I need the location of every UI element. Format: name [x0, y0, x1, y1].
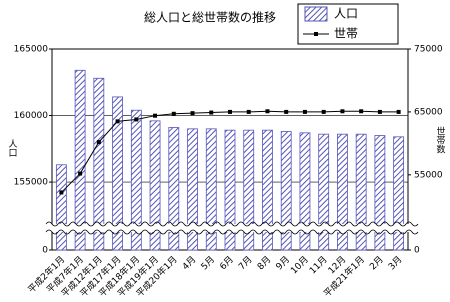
y2-tick-label: 55000: [414, 170, 443, 180]
bar: [55, 164, 67, 251]
marker: [377, 109, 382, 114]
x-tick-label: 8月: [255, 254, 273, 272]
x-tick-label: 2月: [368, 254, 386, 272]
bar: [149, 120, 161, 251]
marker: [359, 109, 364, 114]
legend-swatch: [304, 6, 328, 22]
marker: [228, 109, 232, 114]
y-tick-label: 0: [42, 246, 48, 256]
bar: [74, 69, 86, 251]
y-axis-label: 人口: [7, 139, 18, 157]
y2-axis-label: 世帯数: [435, 125, 446, 154]
bar: [262, 129, 273, 251]
marker: [96, 140, 101, 145]
bar: [187, 128, 198, 251]
bar: [93, 77, 105, 251]
bar: [224, 129, 236, 251]
chart-title: 総人口と総世帯数の推移: [144, 10, 276, 25]
marker: [396, 109, 401, 114]
y2-tick-label: 65000: [414, 107, 443, 117]
marker: [134, 117, 139, 122]
marker: [340, 109, 345, 114]
marker: [115, 119, 120, 124]
bar: [205, 128, 217, 251]
y2-tick-label: 0: [414, 246, 420, 256]
y-tick-label: 155000: [14, 178, 49, 188]
marker: [153, 113, 158, 118]
bar: [299, 132, 311, 251]
y-tick-label: 160000: [14, 111, 49, 121]
legend-swatch: [314, 32, 318, 36]
marker: [78, 171, 83, 176]
legend-label: 世帯: [334, 27, 358, 41]
bar: [243, 129, 255, 251]
bar: [374, 135, 386, 251]
x-tick-label: 6月: [218, 254, 236, 272]
marker: [171, 111, 176, 116]
x-tick-label: 3月: [386, 254, 404, 272]
y-tick-label: 165000: [14, 45, 49, 55]
x-tick-label: 11月: [307, 254, 329, 276]
x-tick-label: 4月: [180, 254, 198, 272]
bar: [318, 133, 330, 251]
marker: [209, 110, 214, 115]
x-tick-label: 10月: [289, 254, 311, 276]
marker: [321, 109, 326, 114]
bar: [168, 127, 180, 251]
x-tick-label: 7月: [236, 254, 254, 272]
axis-break-line: [45, 229, 419, 235]
marker: [284, 109, 289, 114]
bar: [130, 109, 142, 251]
bar: [112, 96, 123, 251]
bar: [393, 136, 405, 251]
marker: [59, 190, 64, 195]
bar: [280, 131, 292, 251]
marker: [246, 109, 251, 114]
legend-label: 人口: [334, 7, 358, 21]
y2-tick-label: 75000: [414, 45, 443, 55]
bar: [337, 133, 348, 251]
axis-break-line: [45, 221, 419, 227]
x-tick-label: 5月: [199, 254, 217, 272]
marker: [265, 109, 270, 114]
marker: [190, 111, 195, 116]
bar: [355, 133, 367, 251]
marker: [302, 109, 307, 114]
